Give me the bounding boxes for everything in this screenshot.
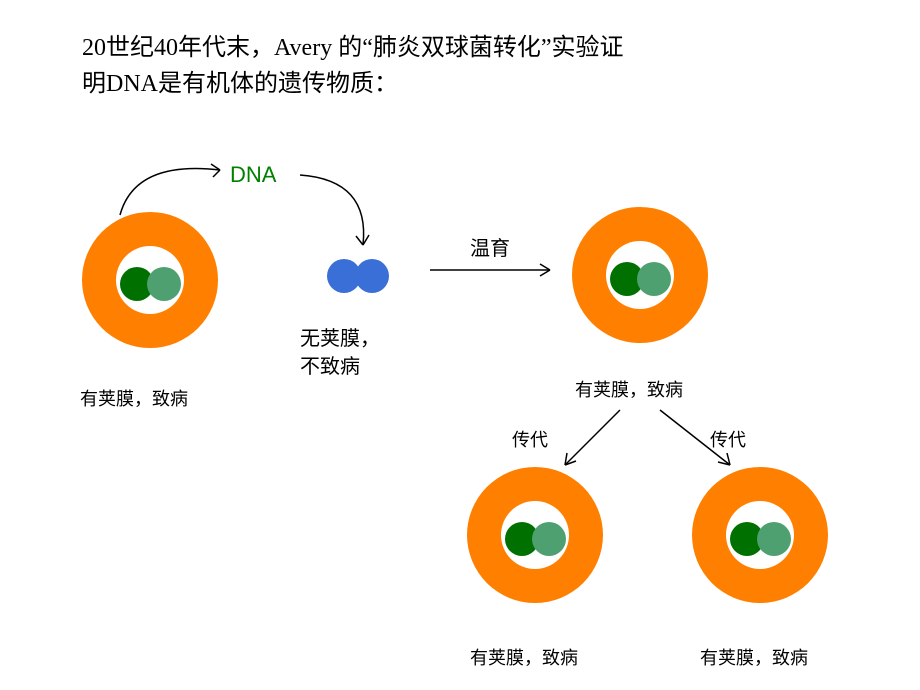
cell3-label: 有荚膜，致病: [470, 644, 578, 670]
no-capsule-line2: 不致病: [300, 356, 360, 378]
dna-arrow-out: [90, 155, 230, 235]
incubate-arrow: [430, 260, 560, 280]
cell2-label: 有荚膜，致病: [575, 376, 683, 402]
no-capsule-line1: 无荚膜，: [300, 328, 380, 350]
dna-label: DNA: [230, 162, 276, 188]
passage-arrow-1: [550, 405, 630, 475]
cell-encapsulated-right: [572, 207, 708, 343]
title-line1: 20世纪40年代末，Avery 的“肺炎双球菌转化”实验证: [82, 35, 624, 61]
passage-arrow-2: [645, 405, 745, 475]
dna-arrow-in: [285, 160, 395, 260]
cell-offspring-left: [467, 467, 603, 603]
cell-no-capsule: [325, 258, 395, 294]
passage-label-1: 传代: [512, 426, 548, 452]
title: 20世纪40年代末，Avery 的“肺炎双球菌转化”实验证 明DNA是有机体的遗…: [82, 30, 624, 102]
cell-offspring-right: [692, 467, 828, 603]
incubate-label: 温育: [470, 232, 510, 261]
cell1-label: 有荚膜，致病: [80, 385, 188, 411]
cell4-label: 有荚膜，致病: [700, 644, 808, 670]
no-capsule-label: 无荚膜， 不致病: [300, 325, 380, 381]
title-line2: 明DNA是有机体的遗传物质：: [82, 71, 398, 97]
